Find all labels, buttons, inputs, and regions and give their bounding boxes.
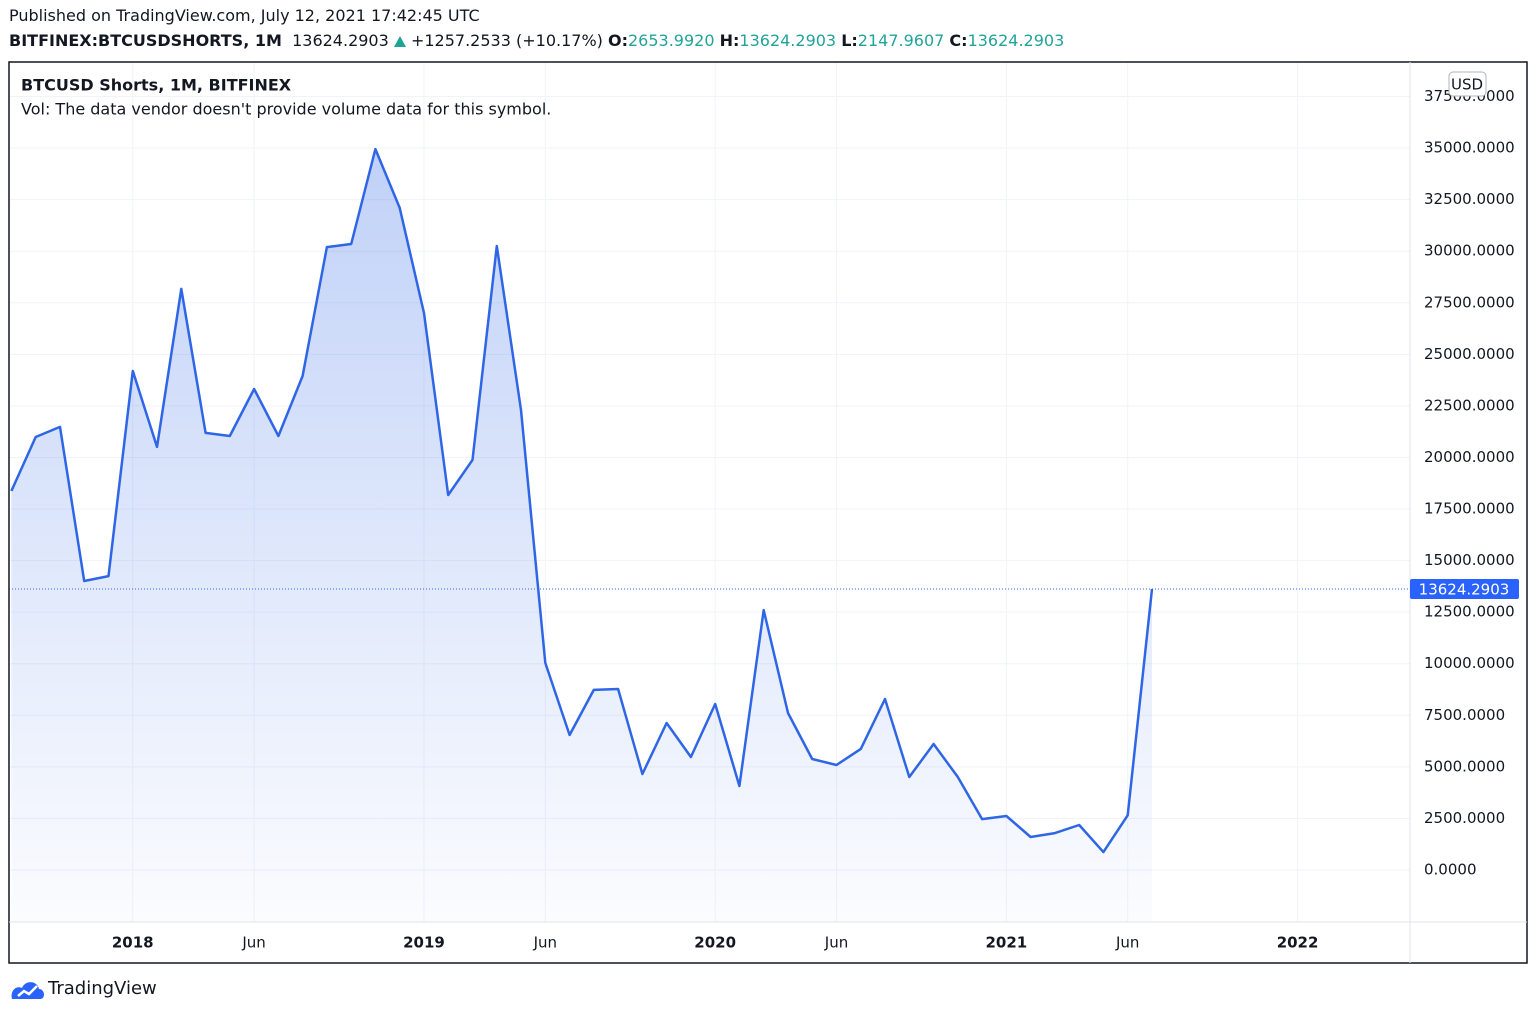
y-tick-label: 35000.0000: [1424, 139, 1515, 157]
y-tick-label: 15000.0000: [1424, 551, 1515, 569]
x-tick-label: Jun: [533, 934, 557, 952]
up-arrow: [393, 36, 406, 47]
logo-icon: [11, 982, 45, 999]
y-tick-label: 30000.0000: [1424, 242, 1515, 260]
last-price-box: [1410, 578, 1519, 599]
x-tick-label: 2022: [1277, 934, 1319, 952]
x-tick-label: Jun: [1115, 934, 1139, 952]
low-label: L:: [841, 31, 858, 50]
y-tick-label: 20000.0000: [1424, 448, 1515, 466]
y-tick-label: 32500.0000: [1424, 190, 1515, 208]
price-line: [10, 147, 1154, 854]
frame-border: [8, 61, 1528, 964]
y-tick-label: 27500.0000: [1424, 293, 1515, 311]
y-tick-label: 22500.0000: [1424, 396, 1515, 414]
symbol: BITFINEX:BTCUSDSHORTS, 1M: [9, 31, 282, 50]
y-tick-label: 17500.0000: [1424, 500, 1515, 518]
x-tick-label: 2020: [694, 934, 736, 952]
y-tick-label: 25000.0000: [1424, 345, 1515, 363]
x-tick-label: Jun: [824, 934, 848, 952]
last-price: 13624.2903: [292, 31, 389, 50]
volume-note: Vol: The data vendor doesn't provide vol…: [21, 100, 551, 119]
low: 2147.9607: [857, 31, 945, 50]
change: +1257.2533 (+10.17%): [410, 31, 603, 50]
x-tick-label: 2018: [112, 934, 154, 952]
y-tick-label: 5000.0000: [1424, 757, 1505, 775]
published-note: Published on TradingView.com, July 12, 2…: [9, 6, 480, 25]
y-tick-label: 2500.0000: [1424, 809, 1505, 827]
y-tick-label: 12500.0000: [1424, 603, 1515, 621]
chart-title: BTCUSD Shorts, 1M, BITFINEX: [21, 76, 292, 95]
currency-label: USD: [1451, 76, 1483, 94]
high: 13624.2903: [739, 31, 837, 50]
y-tick-label: 10000.0000: [1424, 654, 1515, 672]
high-label: H:: [719, 31, 740, 50]
y-tick-label: 7500.0000: [1424, 706, 1505, 724]
open-label: O:: [607, 31, 628, 50]
x-tick-label: 2021: [985, 934, 1027, 952]
symbol-bar: BITFINEX:BTCUSDSHORTS, 1M 13624.2903 +12…: [9, 31, 1064, 50]
close-label: C:: [949, 31, 968, 50]
last-price-label: 13624.2903: [1419, 580, 1510, 598]
close: 13624.2903: [967, 31, 1065, 50]
area-fill: [11, 149, 1152, 923]
y-tick-label: 0.0000: [1424, 860, 1477, 878]
x-tick-label: Jun: [241, 934, 265, 952]
open: 2653.9920: [627, 31, 715, 50]
x-tick-label: 2019: [403, 934, 445, 952]
footer-brand: TradingView: [48, 978, 157, 999]
currency-box: [1448, 71, 1487, 97]
